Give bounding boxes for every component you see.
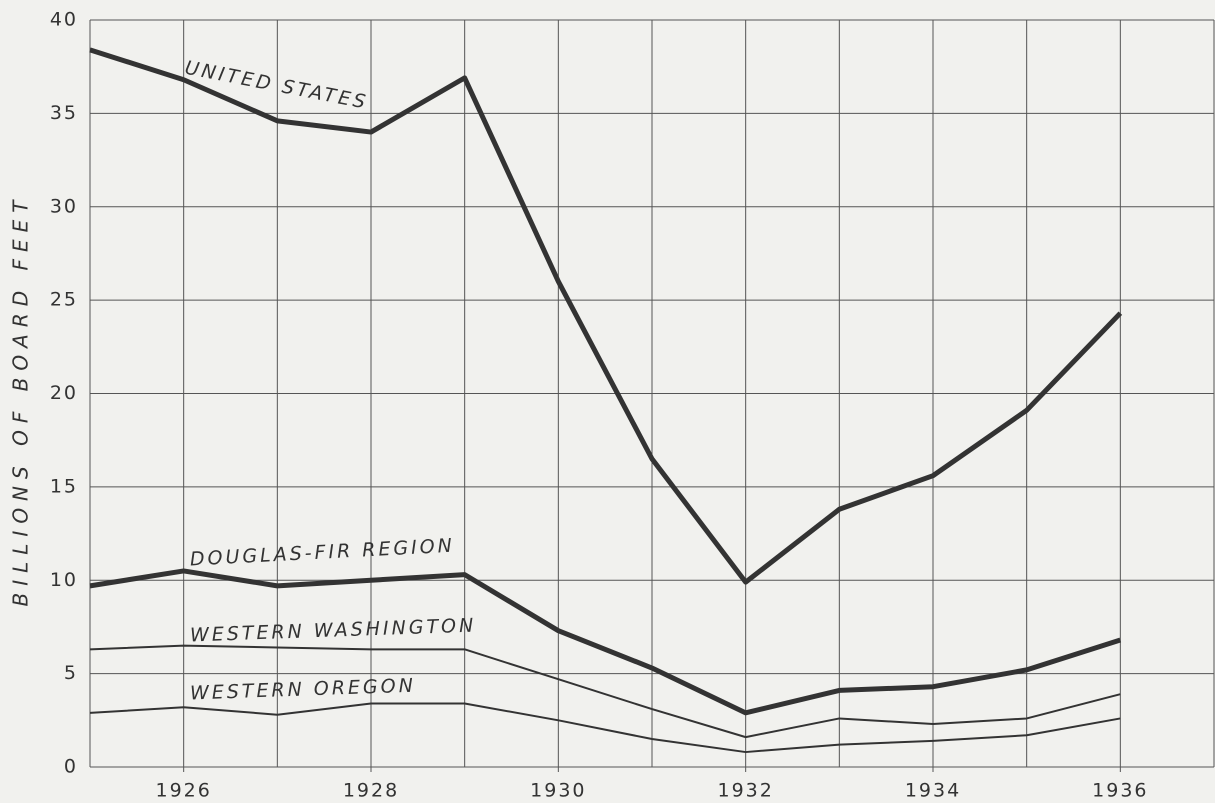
x-tick-label: 1934: [905, 780, 961, 802]
x-tick-label: 1928: [343, 780, 399, 802]
series-label: WESTERN OREGON: [190, 675, 417, 705]
series-label: UNITED STATES: [183, 57, 370, 114]
y-tick-label: 20: [50, 382, 78, 404]
x-tick-label: 1930: [530, 780, 586, 802]
series-line: [89, 702, 1121, 754]
y-tick-label: 5: [64, 662, 78, 684]
series-label: DOUGLAS-FIR REGION: [189, 535, 455, 571]
series-line: [89, 644, 1121, 739]
y-tick-label: 10: [50, 569, 78, 591]
series-line: [89, 568, 1122, 716]
y-tick-label: 0: [64, 756, 78, 778]
x-tick-label: 1936: [1092, 780, 1148, 802]
y-tick-label: 30: [50, 195, 78, 217]
y-tick-label: 35: [50, 102, 78, 124]
x-tick-label: 1926: [155, 780, 211, 802]
y-axis-label: BILLIONS OF BOARD FEET: [9, 194, 33, 607]
y-tick-label: 40: [50, 9, 78, 31]
series-label: WESTERN WASHINGTON: [190, 615, 477, 647]
y-tick-label: 15: [50, 475, 78, 497]
series-line: [89, 47, 1123, 585]
x-tick-label: 1932: [717, 780, 773, 802]
y-tick-label: 25: [50, 289, 78, 311]
